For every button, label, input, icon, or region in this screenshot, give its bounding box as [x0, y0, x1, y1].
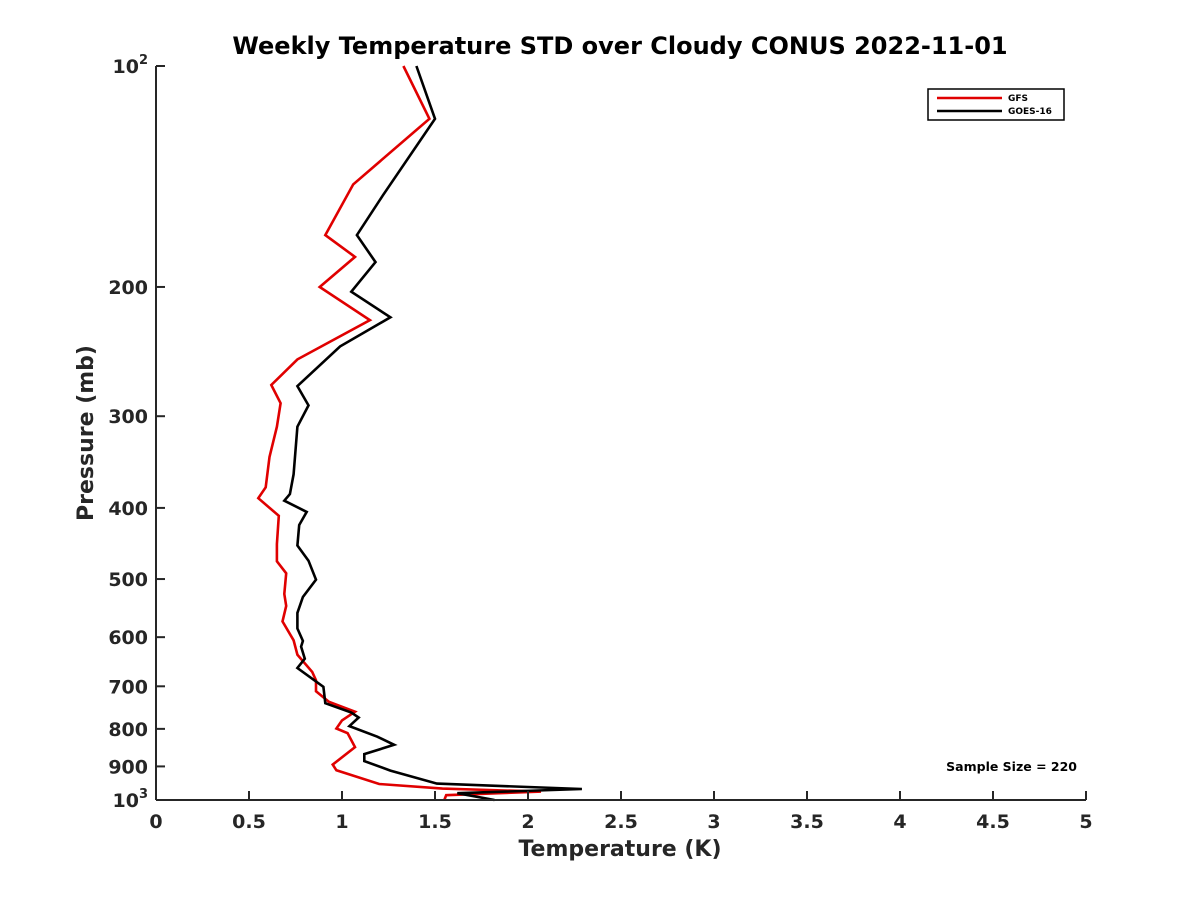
x-tick-label: 2.5 — [604, 811, 638, 833]
sample-size-annotation: Sample Size = 220 — [946, 759, 1077, 774]
y-tick-label: 900 — [108, 756, 148, 778]
y-tick-label: 400 — [108, 498, 148, 520]
y-tick-label: 300 — [108, 406, 148, 428]
y-axis-label: Pressure (mb) — [74, 345, 99, 521]
y-tick-label: 103 — [113, 787, 149, 812]
plot-area: 0 0.5 1 1.5 2 2.5 3 3.5 4 4.5 5 102 200 300 400 500 600… — [108, 53, 1092, 833]
y-tick-label: 800 — [108, 719, 148, 741]
legend-box — [927, 88, 1065, 121]
x-tick-label: 3 — [707, 811, 720, 833]
y-tick-label: 600 — [108, 627, 148, 649]
y-tick-label: 102 — [113, 53, 149, 78]
x-tick-label: 4.5 — [976, 811, 1010, 833]
series-layer — [256, 65, 582, 802]
x-tick-label: 1.5 — [418, 811, 452, 833]
axes-background — [156, 66, 1086, 800]
legend: GFS GOES-16 — [927, 88, 1065, 121]
y-tick-label: 200 — [108, 277, 148, 299]
series-line-goes16 — [282, 65, 582, 802]
x-tick-label: 2 — [521, 811, 534, 833]
y-tick-label: 700 — [108, 676, 148, 698]
legend-label-gfs: GFS — [1008, 94, 1028, 104]
x-ticks: 0 0.5 1 1.5 2 2.5 3 3.5 4 4.5 5 — [149, 791, 1093, 833]
x-tick-label: 5 — [1079, 811, 1092, 833]
x-tick-label: 4 — [893, 811, 906, 833]
y-tick-label: 500 — [108, 569, 148, 591]
x-tick-label: 1 — [335, 811, 348, 833]
legend-label-goes16: GOES-16 — [1008, 107, 1052, 117]
x-tick-label: 0 — [149, 811, 162, 833]
y-ticks: 102 200 300 400 500 600 700 800 900 103 — [108, 53, 165, 812]
x-tick-label: 3.5 — [790, 811, 824, 833]
chart-title: Weekly Temperature STD over Cloudy CONUS… — [232, 32, 1007, 60]
x-tick-label: 0.5 — [232, 811, 266, 833]
x-axis-label: Temperature (K) — [518, 837, 721, 862]
series-line-gfs — [256, 65, 542, 801]
